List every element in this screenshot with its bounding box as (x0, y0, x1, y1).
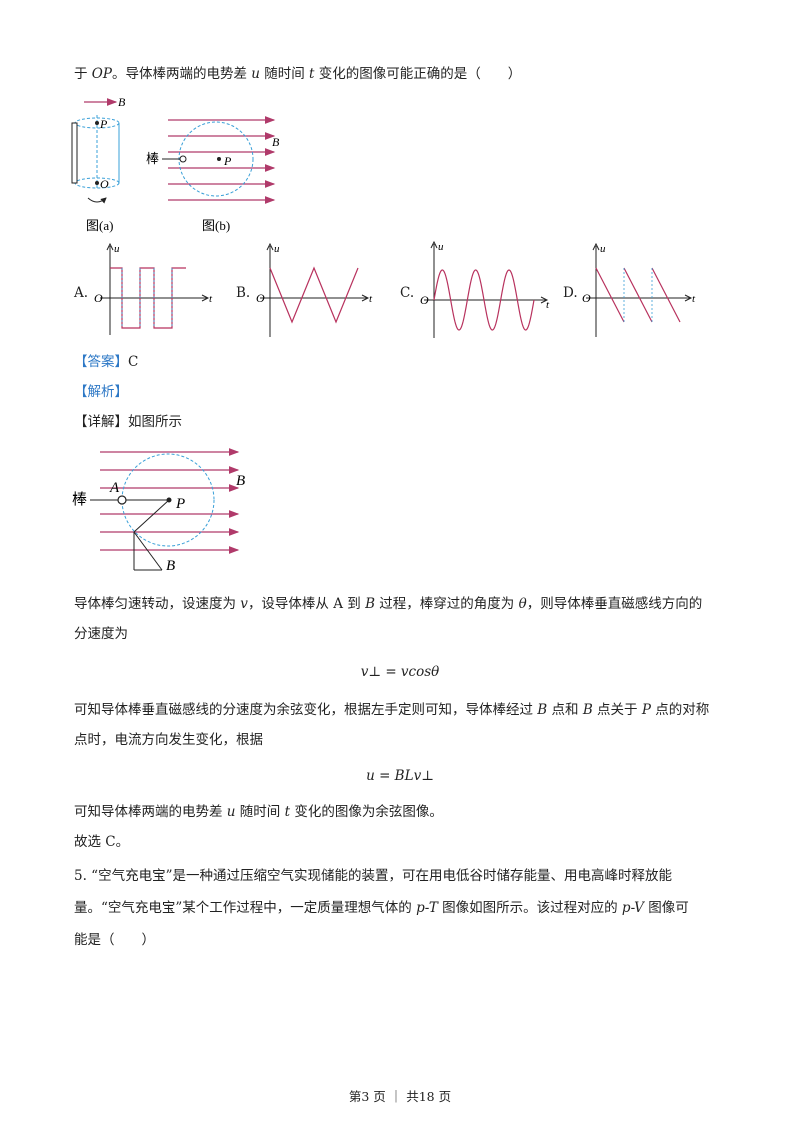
fig-a-caption: 图(a) (86, 218, 113, 233)
explanation-line-6: 故选 C。 (74, 834, 130, 850)
detail-tag: 【详解】 (74, 414, 128, 430)
field-diagram: B 棒 P 图(b) (146, 116, 280, 233)
answer-tag: 【答案】 (74, 354, 128, 370)
next-question-line-1: 5. “空气充电宝”是一种通过压缩空气实现储能的装置，可在用电低谷时储存能量、用… (74, 868, 672, 884)
option-d-label: D. (563, 285, 578, 301)
explanation-line-4: 点时，电流方向发生变化，根据 (74, 732, 263, 748)
explanation-line-1: 导体棒匀速转动，设速度为 v，设导体棒从 A 到 B 过程，棒穿过的角度为 θ，… (74, 596, 703, 612)
explanation-line-3: 可知导体棒垂直磁感线的分速度为余弦变化，根据左手定则可知，导体棒经过 B 点和 … (74, 702, 710, 718)
label-p-fig-a: P (99, 117, 108, 131)
option-b-t: t (369, 293, 373, 305)
detail-label-rod: 棒 (72, 491, 87, 508)
detail-label-p: P (175, 496, 185, 512)
page-footer: 第3 页 ｜ 共18 页 (348, 1089, 452, 1104)
figure-a-b: B P O 图(a) B 棒 P 图(b) (71, 95, 280, 233)
label-p-fig-b: P (223, 154, 232, 168)
option-b-u: u (274, 243, 280, 255)
analysis-tag: 【解析】 (74, 384, 128, 400)
cylinder-diagram: B P O 图(a) (71, 95, 126, 233)
detail-label-a: A (109, 480, 120, 496)
option-a-t: t (209, 293, 213, 305)
answer-line: 【答案】C (74, 352, 138, 372)
label-b-fig-b: B (272, 135, 280, 149)
option-b-graph: u t O (256, 242, 373, 337)
option-c-label: C. (400, 285, 415, 301)
sine-wave-curve (433, 269, 535, 331)
next-question-line-2: 量。“空气充电宝”某个工作过程中，一定质量理想气体的 p-T 图像如图所示。该过… (74, 900, 689, 916)
option-a-graph: u t O (94, 242, 213, 335)
detail-label-b2: B (166, 558, 175, 574)
option-a-label: A. (74, 285, 89, 301)
option-d-t: t (692, 293, 696, 305)
option-d-graph: u t O (582, 242, 696, 337)
option-a-o: O (94, 291, 103, 305)
option-b-o: O (256, 291, 265, 305)
option-c-u: u (438, 241, 444, 253)
explanation-line-5: 可知导体棒两端的电势差 u 随时间 t 变化的图像为余弦图像。 (74, 804, 443, 820)
detail-line: 【详解】如图所示 (74, 414, 182, 430)
next-question-line-3: 能是（ ） (74, 932, 155, 948)
option-c-o: O (420, 293, 429, 307)
label-b-fig-a: B (118, 95, 126, 109)
question-stem-line: 于 OP。导体棒两端的电势差 u 随时间 t 变化的图像可能正确的是（ ） (74, 66, 522, 82)
detail-label-b1: B (236, 473, 245, 489)
sawtooth-wave-curve (595, 267, 681, 323)
triangle-wave-curve (269, 266, 359, 324)
option-b-label: B. (236, 285, 251, 301)
fig-b-caption: 图(b) (202, 218, 230, 233)
detail-figure: B 棒 A P B (72, 448, 245, 574)
option-d-o: O (582, 291, 591, 305)
label-o-fig-a: O (100, 177, 109, 191)
option-c-graph: u t O (420, 240, 550, 338)
explanation-line-2: 分速度为 (74, 626, 128, 642)
option-c-t: t (546, 299, 550, 311)
answer-value: C (128, 354, 139, 370)
label-rod-fig-b: 棒 (146, 151, 159, 166)
equation-u: u = BLv⊥ (366, 768, 434, 784)
equation-v-perp: v⊥ = vcosθ (360, 664, 440, 680)
option-d-u: u (600, 243, 606, 255)
analysis-line: 【解析】 (74, 382, 128, 402)
option-a-u: u (114, 243, 120, 255)
